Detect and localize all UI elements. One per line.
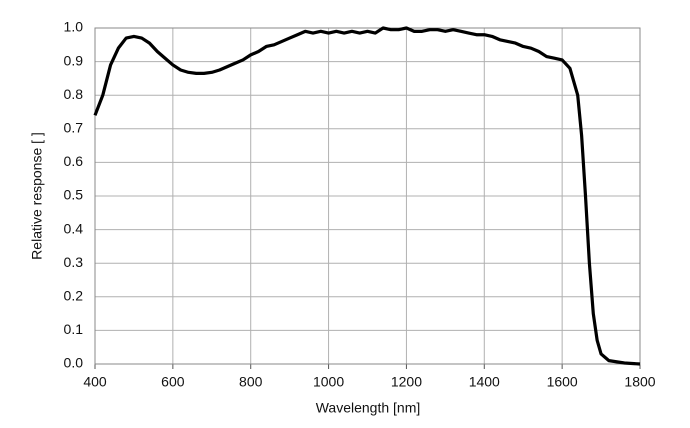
y-tick-label: 0.2 (64, 288, 84, 304)
x-tick-label: 1600 (547, 374, 578, 390)
y-tick-label: 0.8 (64, 86, 84, 102)
y-tick-label: 0.4 (64, 220, 84, 236)
x-tick-label: 1800 (624, 374, 655, 390)
y-tick-label: 1.0 (64, 19, 84, 35)
y-tick-label: 0.6 (64, 153, 84, 169)
x-tick-label: 400 (83, 374, 107, 390)
y-tick-label: 0.7 (64, 120, 84, 136)
y-axis-label: Relative response [ ] (29, 132, 45, 260)
x-tick-label: 1000 (313, 374, 344, 390)
y-tick-label: 0.5 (64, 187, 84, 203)
x-tick-label: 1400 (469, 374, 500, 390)
y-tick-label: 0.1 (64, 321, 84, 337)
plot-frame (94, 27, 641, 365)
y-tick-label: 0.3 (64, 254, 84, 270)
y-tick-label: 0.9 (64, 52, 84, 68)
x-tick-label: 1200 (391, 374, 422, 390)
x-axis-label: Wavelength [nm] (316, 400, 421, 416)
x-tick-label: 600 (161, 374, 185, 390)
response-line (93, 26, 641, 366)
x-tick-label: 800 (239, 374, 263, 390)
y-tick-label: 0.0 (64, 355, 84, 371)
